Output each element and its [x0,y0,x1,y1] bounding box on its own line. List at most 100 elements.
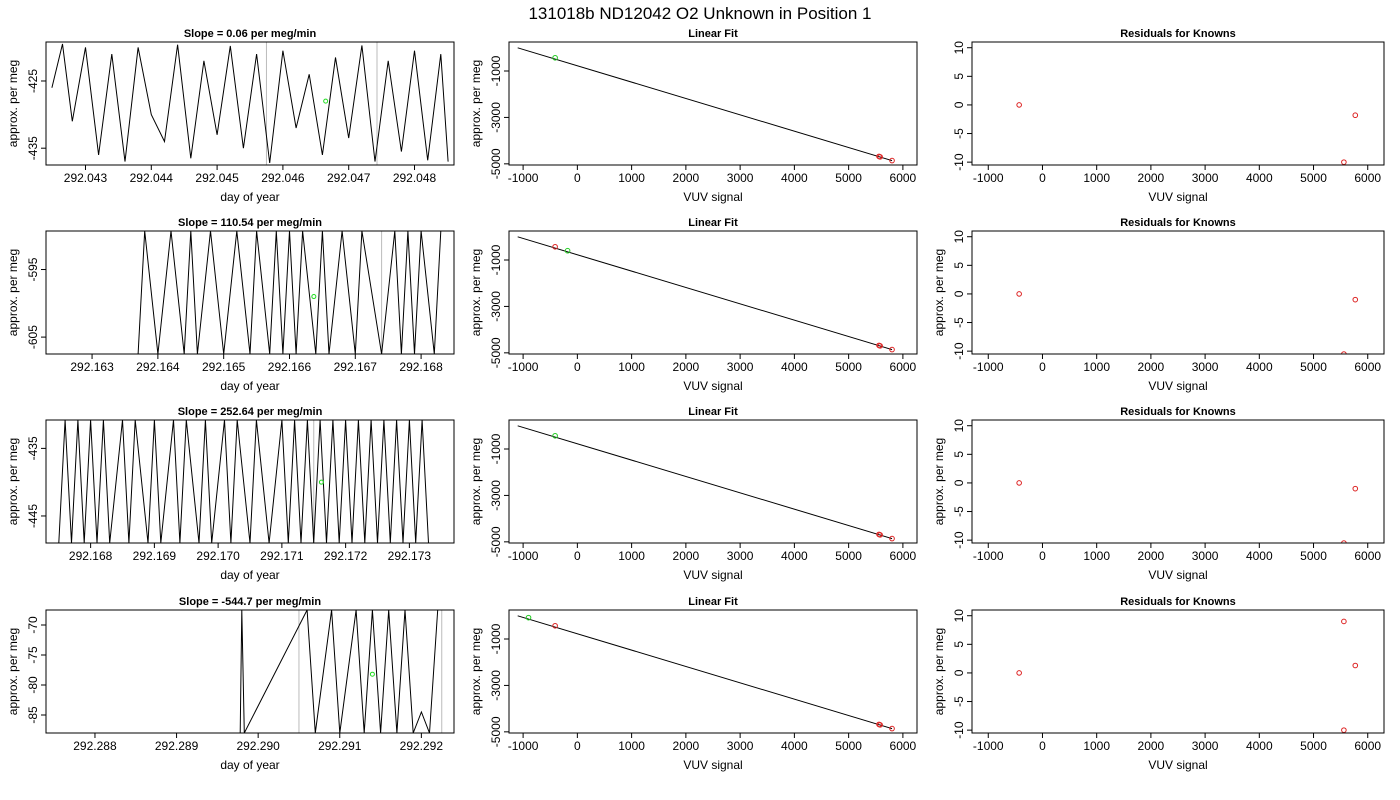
figure-title: 131018b ND12042 O2 Unknown in Position 1 [528,4,871,23]
x-tick-label: 0 [1039,739,1046,753]
y-tick-label: -435 [26,136,40,160]
panel-title: Slope = 0.06 per meg/min [184,28,317,40]
y-tick-label: -10 [952,342,966,360]
y-axis-label: approx. per meg [469,249,483,336]
plot-frame [971,419,1385,544]
y-tick-label: -595 [26,257,40,281]
x-tick-label: 2000 [673,549,700,563]
x-axis-label: VUV signal [1148,568,1207,582]
x-tick-label: 2000 [673,171,700,185]
known-point [889,157,895,164]
panel-grid: Slope = 0.06 per meg/min 292.043 292.044 29… [6,28,1385,772]
known-point [1341,351,1347,354]
plot-frame [45,609,455,734]
y-tick-label: -435 [26,436,40,460]
fit-line [517,425,893,540]
x-tick-label: 4000 [781,549,808,563]
plot-frame [971,41,1385,166]
x-tick-label: 1000 [618,171,645,185]
x-tick-label: 6000 [890,549,917,563]
y-tick-label: 0 [952,290,966,297]
x-tick-label: 292.292 [400,739,444,753]
x-tick-label: 4000 [1246,360,1273,374]
x-tick-label: 6000 [890,171,917,185]
x-axis-label: VUV signal [1148,190,1207,204]
x-axis-label: day of year [220,758,279,772]
y-axis-label: approx. per meg [932,249,946,336]
y-tick-label: -5 [952,696,966,707]
y-tick-label: -1000 [489,55,503,86]
x-tick-label: 3000 [727,360,754,374]
series-line [137,231,442,354]
x-tick-label: 292.164 [136,360,180,374]
x-tick-label: 292.172 [324,549,368,563]
x-tick-label: -1000 [508,739,539,753]
y-tick-label: -425 [26,69,40,93]
known-point [889,535,895,542]
y-axis-label: approx. per meg [469,438,483,525]
y-tick-label: 5 [952,262,966,269]
known-point [877,722,883,728]
panel-5: Linear Fit -1000 0 1000 2000 3000 4000 5000 6000… [469,217,918,393]
panel-title: Slope = 110.54 per meg/min [178,217,322,229]
x-tick-label: 4000 [1246,171,1273,185]
plot-area [58,420,429,543]
x-tick-label: 292.048 [393,171,437,185]
x-tick-label: 0 [1039,549,1046,563]
x-tick-label: 5000 [835,549,862,563]
x-tick-label: 6000 [1354,360,1381,374]
y-tick-label: 0 [952,669,966,676]
unknown-point [552,54,558,61]
plot-area [517,614,895,732]
y-tick-label: -5 [952,128,966,139]
x-tick-label: 5000 [1300,360,1327,374]
known-point [1352,296,1359,303]
known-point [1341,727,1347,733]
x-tick-label: 1000 [618,549,645,563]
y-tick-label: -5000 [489,148,503,179]
y-tick-label: 10 [952,230,966,244]
panel-title: Residuals for Knowns [1120,596,1236,608]
plot-frame [508,609,918,734]
x-axis-label: day of year [220,568,279,582]
x-tick-label: 2000 [1138,171,1165,185]
y-axis-label: approx. per meg [469,628,483,715]
plot-area [137,231,442,354]
x-tick-label: 3000 [1192,739,1219,753]
plot-area [517,47,895,164]
y-tick-label: -10 [952,153,966,171]
panel-3: Residuals for Knowns -1000 0 1000 2000 3000 40… [952,28,1385,204]
x-tick-label: 3000 [1192,360,1219,374]
y-tick-label: 10 [952,41,966,55]
series-line [51,43,449,164]
y-tick-label: -80 [26,676,40,694]
x-tick-label: 4000 [781,739,808,753]
series-line [58,420,429,543]
y-tick-label: -3000 [489,670,503,701]
panel-title: Residuals for Knowns [1120,28,1236,40]
x-tick-label: 292.047 [327,171,371,185]
x-tick-label: 292.291 [318,739,362,753]
y-tick-label: -5000 [489,526,503,557]
y-tick-label: 5 [952,641,966,648]
x-tick-label: 0 [574,549,581,563]
y-axis-label: approx. per meg [6,60,20,147]
x-tick-label: 292.168 [399,360,443,374]
x-tick-label: 5000 [835,171,862,185]
plot-frame [45,419,455,544]
known-point [1341,540,1347,543]
x-tick-label: 5000 [835,360,862,374]
known-point [1016,291,1022,297]
x-tick-label: 292.167 [334,360,378,374]
x-tick-label: 0 [1039,171,1046,185]
panel-title: Slope = 252.64 per meg/min [178,406,323,418]
known-point [889,725,895,732]
x-tick-label: 0 [574,739,581,753]
x-axis-label: day of year [220,379,279,393]
y-axis-label: approx. per meg [6,438,20,525]
x-axis-label: VUV signal [683,190,742,204]
x-axis-label: VUV signal [1148,379,1207,393]
x-tick-label: 2000 [1138,549,1165,563]
x-tick-label: 3000 [727,171,754,185]
